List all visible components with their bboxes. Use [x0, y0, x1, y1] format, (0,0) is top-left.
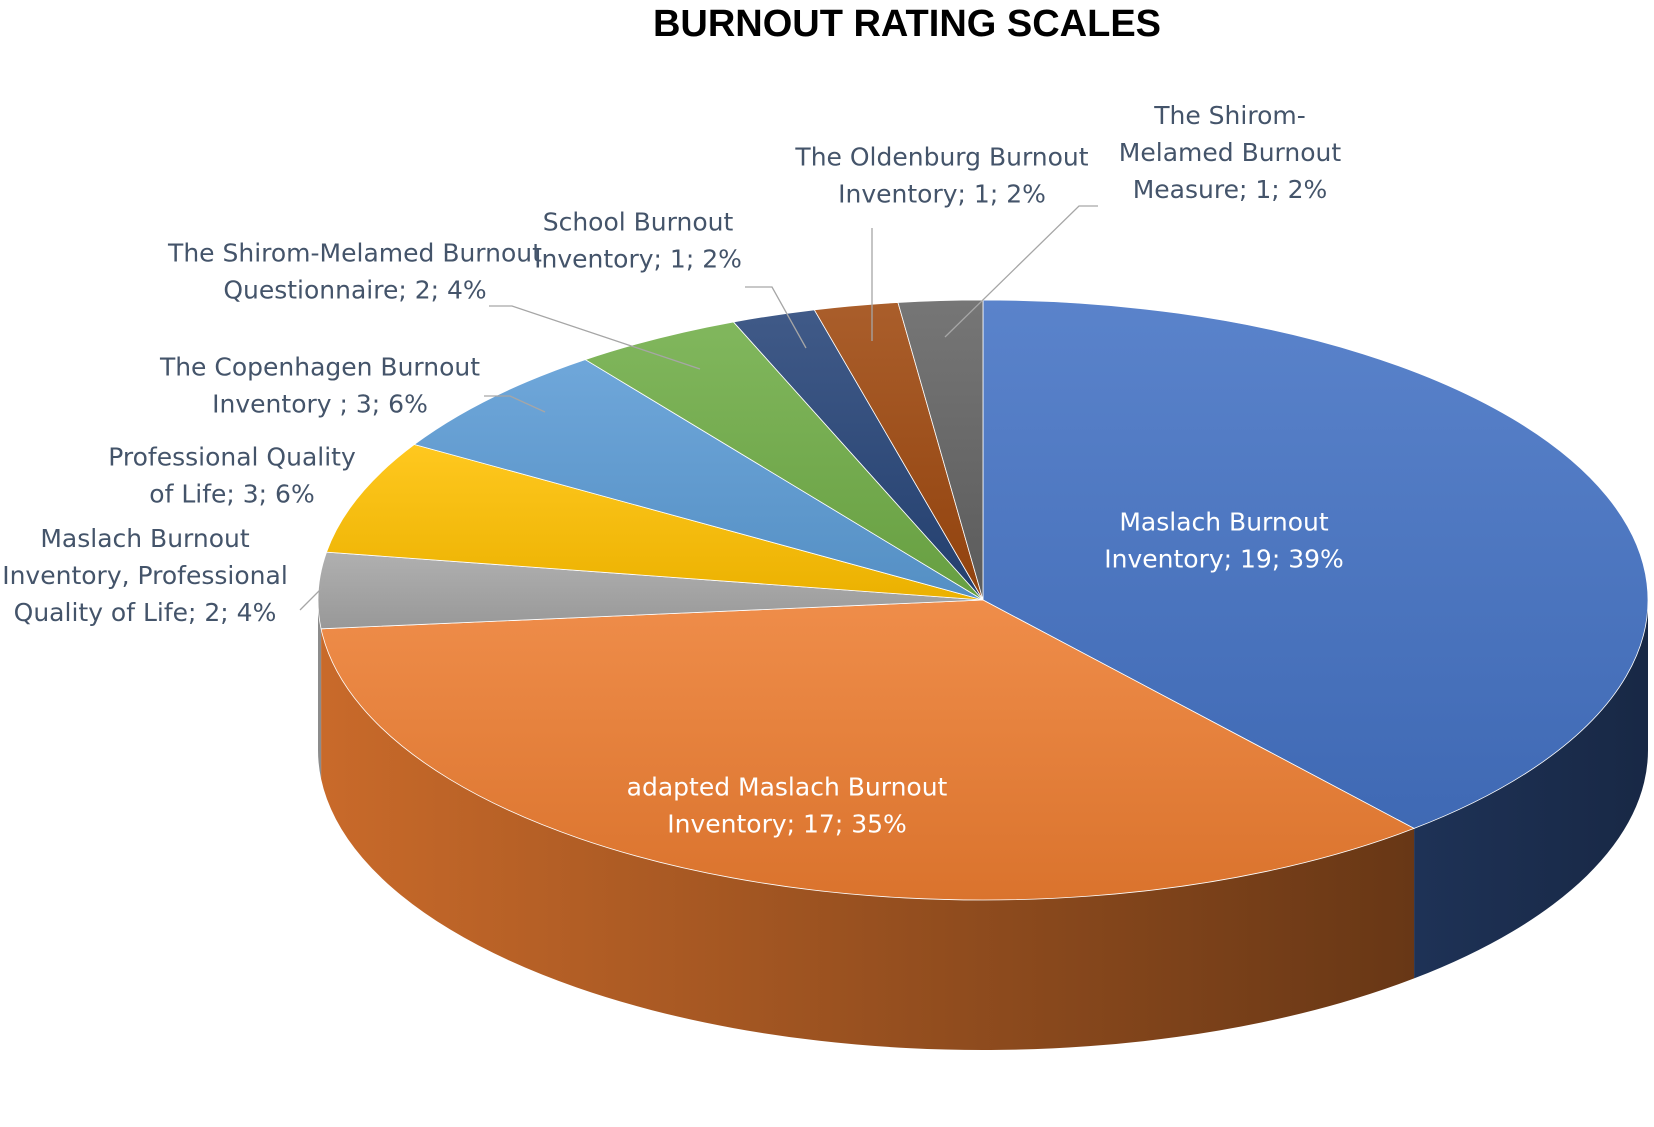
leader-line-the-shirom-melamed-burnout-measure [944, 205, 1098, 338]
data-label-line: Inventory; 19; 39% [1104, 545, 1344, 574]
data-label-line: Inventory; 1; 2% [534, 245, 742, 274]
data-label-line: Professional Quality [108, 443, 356, 472]
data-label-line: Inventory; 1; 2% [838, 180, 1046, 209]
data-label-line: Maslach Burnout [1119, 508, 1329, 537]
slice-the-copenhagen-burnout-inventory [413, 359, 984, 601]
data-label-line: Quality of Life; 2; 4% [14, 598, 277, 627]
data-label-the-copenhagen-burnout-inventory: The Copenhagen Burnout Inventory ; 3; 6% [159, 353, 480, 419]
data-label-maslach-burnout-inventory-professional-quality-of-life: Maslach Burnout Inventory, Professional Qu… [2, 524, 288, 627]
data-label-line: School Burnout [543, 208, 734, 237]
data-label-line: Melamed Burnout [1119, 138, 1342, 167]
data-label-adapted-maslach-burnout-inventory: adapted Maslach Burnout Inventory; 17; 35… [627, 773, 948, 839]
data-label-line: Inventory, Professional [2, 561, 288, 590]
data-label-maslach-burnout-inventory: Maslach Burnout Inventory; 19; 39% [1104, 508, 1344, 574]
slice-professional-quality-of-life [325, 444, 984, 601]
data-label-line: adapted Maslach Burnout [627, 773, 948, 802]
chart-title: BURNOUT RATING SCALES [652, 3, 1162, 45]
data-label-line: The Shirom-Melamed Burnout [167, 239, 542, 268]
data-label-line: Measure; 1; 2% [1133, 175, 1328, 204]
slice-maslach-burnout-inventory [982, 299, 1649, 829]
leader-line-the-copenhagen-burnout-inventory [484, 395, 546, 413]
leader-line-maslach-burnout-inventory-professional-quality-of-life [299, 579, 326, 611]
data-label-line: Inventory ; 3; 6% [212, 390, 428, 419]
data-label-school-burnout-inventory: School Burnout Inventory; 1; 2% [534, 208, 742, 274]
data-label-line: The Oldenburg Burnout [794, 143, 1088, 172]
data-label-line: The Copenhagen Burnout [159, 353, 480, 382]
data-label-the-shirom-melamed-burnout-questionnaire: The Shirom-Melamed Burnout Questionnaire;… [167, 239, 542, 305]
slice-adapted-maslach-burnout-inventory [320, 599, 1416, 901]
slice-side-adapted-maslach-burnout-inventory [321, 628, 1415, 1050]
data-label-line: Maslach Burnout [40, 524, 250, 553]
data-label-the-oldenburg-burnout-inventory: The Oldenburg Burnout Inventory; 1; 2% [794, 143, 1088, 209]
data-label-the-shirom-melamed-burnout-measure: The Shirom- Melamed Burnout Measure; 1; 2% [1119, 101, 1342, 204]
leader-line-the-shirom-melamed-burnout-questionnaire [489, 305, 701, 370]
data-label-line: of Life; 3; 6% [149, 480, 314, 509]
leader-line-school-burnout-inventory [745, 286, 807, 349]
slice-side-maslach-burnout-inventory-professional-quality-of-life [318, 600, 322, 779]
data-label-line: Questionnaire; 2; 4% [223, 276, 486, 305]
data-label-professional-quality-of-life: Professional Quality of Life; 3; 6% [108, 443, 356, 509]
data-label-line: Inventory; 17; 35% [667, 810, 907, 839]
data-label-line: The Shirom- [1153, 101, 1306, 130]
slice-side-maslach-burnout-inventory [1414, 600, 1648, 979]
